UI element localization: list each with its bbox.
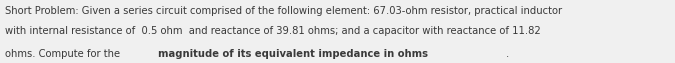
Text: ohms. Compute for the: ohms. Compute for the: [5, 49, 124, 59]
Text: Short Problem: Given a series circuit comprised of the following element: 67.03-: Short Problem: Given a series circuit co…: [5, 6, 562, 16]
Text: magnitude of its equivalent impedance in ohms: magnitude of its equivalent impedance in…: [158, 49, 428, 59]
Text: with internal resistance of  0.5 ohm  and reactance of 39.81 ohms; and a capacit: with internal resistance of 0.5 ohm and …: [5, 27, 541, 36]
Text: .: .: [506, 49, 510, 59]
